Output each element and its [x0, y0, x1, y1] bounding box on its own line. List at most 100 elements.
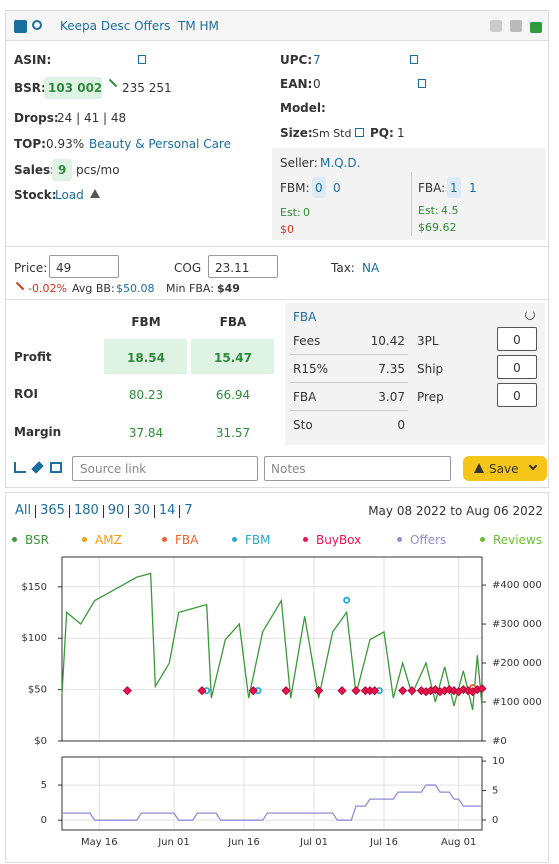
- legend-dot: [303, 537, 308, 542]
- range-separator: [153, 505, 155, 518]
- field: 3PL: [417, 334, 439, 348]
- warning-icon: [90, 189, 100, 198]
- legend-dot: [480, 537, 485, 542]
- mode[interactable]: FBA: [293, 310, 317, 324]
- buybox-point: [197, 686, 207, 696]
- y2-tick-label: 10: [492, 756, 505, 767]
- lock-icon[interactable]: [530, 22, 542, 33]
- y2-tick-label: #200 000: [492, 658, 542, 669]
- thumb-icon[interactable]: [490, 20, 502, 32]
- fbm-est: 0: [303, 206, 310, 219]
- change: -0.02%: [28, 282, 67, 295]
- legend-dot: [162, 537, 167, 542]
- source-input[interactable]: [72, 456, 258, 481]
- series-line: [61, 572, 483, 710]
- plot-frame: [61, 756, 483, 831]
- chart-icon[interactable]: [14, 462, 26, 473]
- copy-icon: [410, 55, 418, 64]
- input: 0: [513, 361, 521, 375]
- fee-input[interactable]: [497, 383, 537, 407]
- y2-tick-label: 0: [492, 815, 498, 826]
- bsr-label: BSR:: [14, 81, 46, 95]
- search-icon: [32, 20, 42, 30]
- fba-pill: [447, 177, 461, 198]
- range-separator: [128, 505, 130, 518]
- value: 3.07: [378, 390, 405, 404]
- range-separator: [102, 505, 104, 518]
- fee-input[interactable]: [497, 355, 537, 379]
- ranges[interactable]: 365: [40, 503, 65, 518]
- range-separator: [35, 505, 37, 518]
- row-divider: [290, 354, 408, 355]
- stock-link[interactable]: Load: [55, 188, 84, 202]
- plot-area: [61, 756, 483, 831]
- sales-unit: pcs/mo: [76, 163, 120, 177]
- buybox-point: [398, 686, 408, 696]
- cog-input[interactable]: [208, 255, 278, 278]
- source-placeholder: Source link: [80, 462, 147, 476]
- buybox-point: [248, 686, 258, 696]
- drops-label: Drops:: [14, 111, 59, 125]
- y-tick-label: 0: [41, 815, 47, 826]
- row-divider: [290, 410, 408, 411]
- tag[interactable]: TM HM: [178, 19, 219, 33]
- x-tick-label: May 16: [81, 837, 118, 848]
- cog: 23.11: [215, 261, 250, 275]
- label: Fees: [293, 334, 321, 348]
- name: BSR: [25, 533, 49, 547]
- name: BuyBox: [316, 533, 362, 547]
- asin-label: ASIN:: [14, 53, 52, 67]
- save: Save: [489, 462, 519, 476]
- buybox-point: [407, 686, 417, 696]
- buybox-point: [370, 686, 380, 696]
- refresh-icon: [525, 310, 535, 320]
- name: Offers: [410, 533, 447, 547]
- top-category[interactable]: Beauty & Personal Care: [89, 137, 231, 151]
- buybox-point: [477, 684, 487, 694]
- y-tick-label: 5: [41, 780, 47, 791]
- menu[interactable]: Keepa Desc Offers: [60, 19, 171, 33]
- divider: [6, 246, 548, 247]
- upc: 7: [313, 53, 321, 67]
- price-input[interactable]: [49, 255, 119, 278]
- ranges[interactable]: 30: [133, 503, 150, 518]
- ranges[interactable]: 90: [107, 503, 125, 518]
- x-tick-label: Jun 01: [157, 837, 190, 848]
- sales-pill: [52, 159, 72, 181]
- save-drive-icon: [474, 463, 484, 473]
- y-tick-label: $150: [22, 582, 47, 593]
- fbm-label: FBM:: [280, 181, 310, 195]
- thumb-icon[interactable]: [510, 20, 522, 32]
- notes-input[interactable]: [264, 456, 451, 481]
- copy-icon: [138, 55, 146, 64]
- buybox-point: [314, 686, 324, 696]
- values: 80.23: [128, 388, 164, 402]
- divider: [6, 299, 548, 300]
- bsr-pill: [44, 77, 102, 99]
- list-icon[interactable]: [50, 462, 62, 473]
- name[interactable]: M.Q.D.: [320, 156, 361, 170]
- header-bar: [6, 11, 548, 41]
- fee-input[interactable]: [497, 327, 537, 351]
- avg-bb: $50.08: [116, 282, 155, 295]
- values: 37.84: [128, 426, 164, 440]
- name: Reviews: [493, 533, 543, 547]
- values: 66.94: [215, 388, 251, 402]
- stock-label: Stock:: [14, 188, 57, 202]
- min-fba: $49: [217, 282, 240, 295]
- edit-icon: [355, 128, 364, 137]
- fba: 1: [469, 181, 477, 195]
- x-tick-label: Jun 16: [227, 837, 260, 848]
- tax[interactable]: NA: [362, 261, 380, 275]
- est-label: Est:: [418, 204, 439, 217]
- tax-label: Tax:: [331, 261, 355, 275]
- pq-label: PQ:: [370, 126, 394, 140]
- ranges[interactable]: 14: [158, 503, 176, 518]
- fba: 1: [450, 181, 458, 195]
- name: FBA: [175, 533, 199, 547]
- ranges[interactable]: 180: [73, 503, 99, 518]
- ranges[interactable]: 7: [184, 503, 193, 518]
- ranges[interactable]: All: [15, 503, 32, 518]
- top-label: TOP:: [14, 137, 46, 151]
